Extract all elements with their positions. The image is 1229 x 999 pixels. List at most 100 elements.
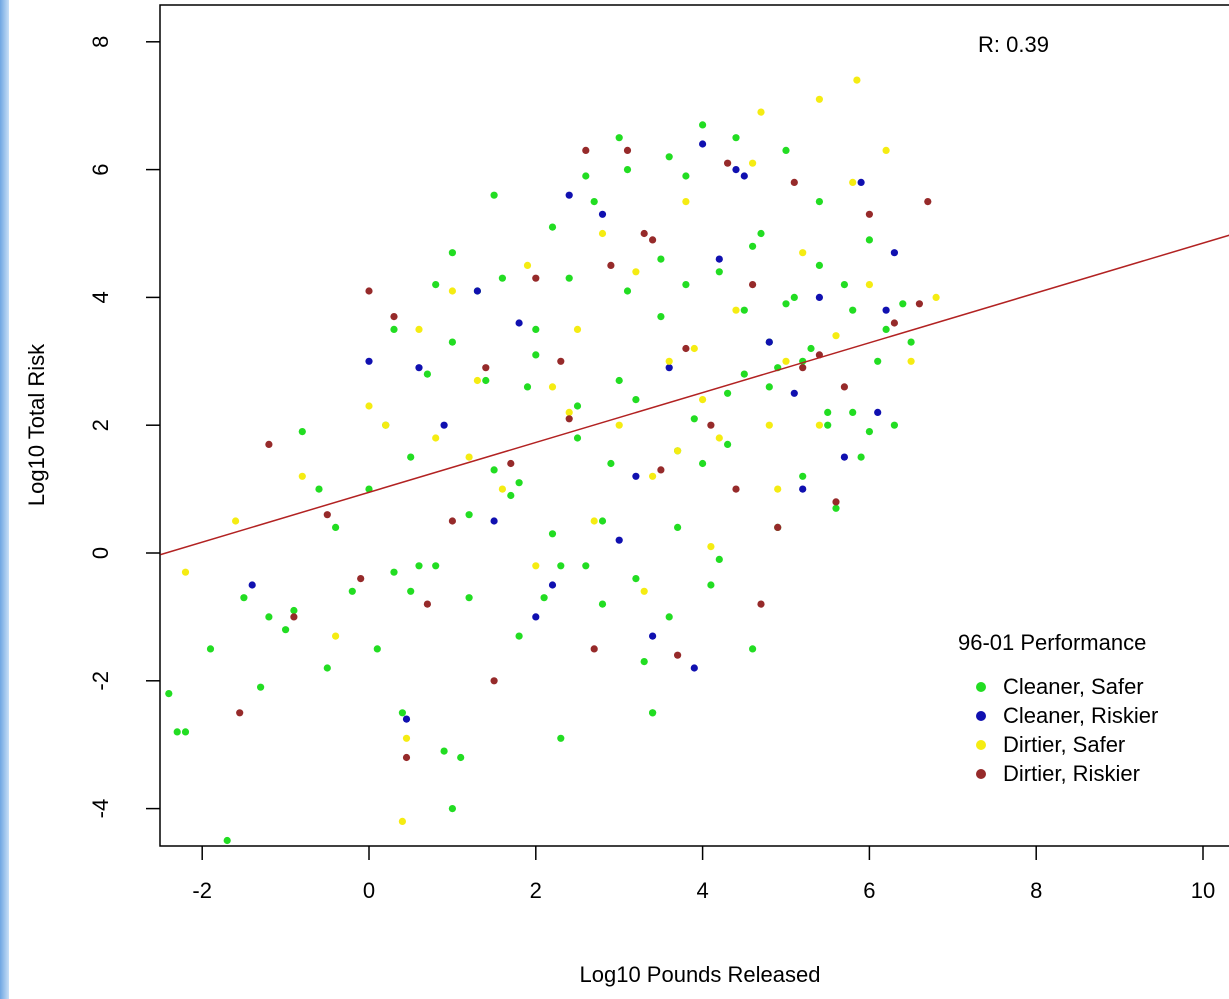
point-cleaner-safer	[407, 587, 415, 595]
point-dirtier-riskier	[582, 146, 590, 154]
point-cleaner-safer	[907, 338, 915, 346]
legend-marker	[976, 769, 986, 779]
point-cleaner-safer	[699, 459, 707, 468]
point-dirtier-safer	[532, 562, 540, 570]
point-cleaner-safer	[457, 753, 465, 762]
point-cleaner-safer	[874, 357, 882, 365]
legend-title: 96-01 Performance	[958, 630, 1146, 655]
point-cleaner-riskier	[882, 306, 890, 314]
point-cleaner-safer	[565, 274, 573, 282]
point-cleaner-safer	[390, 325, 398, 333]
point-dirtier-safer	[432, 434, 440, 442]
point-cleaner-safer	[690, 415, 698, 423]
point-cleaner-safer	[615, 376, 623, 385]
x-tick-label: -2	[192, 878, 212, 903]
point-cleaner-safer	[732, 134, 740, 142]
point-dirtier-riskier	[924, 198, 932, 206]
point-dirtier-safer	[865, 281, 874, 289]
point-cleaner-safer	[348, 587, 356, 595]
x-tick-label: 6	[863, 878, 875, 903]
point-cleaner-safer	[865, 428, 874, 436]
point-dirtier-safer	[632, 268, 640, 276]
point-cleaner-safer	[440, 747, 448, 755]
y-tick-label: -2	[88, 671, 113, 691]
point-dirtier-safer	[181, 568, 190, 576]
point-cleaner-safer	[623, 287, 632, 295]
x-axis: -2 0 2 4 6 8 10	[192, 846, 1215, 903]
point-cleaner-safer	[181, 728, 190, 736]
point-cleaner-safer	[782, 300, 790, 308]
point-cleaner-riskier	[632, 472, 640, 480]
point-cleaner-riskier	[732, 166, 740, 174]
point-cleaner-safer	[448, 249, 456, 257]
legend-label: Cleaner, Safer	[1003, 674, 1144, 699]
point-cleaner-safer	[323, 664, 331, 672]
point-dirtier-safer	[615, 421, 623, 429]
point-dirtier-riskier	[365, 287, 373, 295]
point-cleaner-safer	[757, 229, 765, 238]
point-cleaner-riskier	[402, 715, 411, 723]
point-dirtier-riskier	[532, 274, 540, 282]
point-cleaner-safer	[849, 408, 857, 416]
y-tick-label: 8	[88, 36, 113, 48]
point-cleaner-safer	[882, 325, 890, 333]
point-dirtier-riskier	[865, 210, 874, 218]
point-dirtier-safer	[565, 408, 573, 416]
point-dirtier-safer	[298, 472, 306, 480]
point-dirtier-riskier	[657, 466, 665, 474]
point-cleaner-safer	[465, 594, 473, 602]
legend-label: Dirtier, Safer	[1003, 732, 1125, 757]
point-cleaner-safer	[824, 408, 832, 416]
point-dirtier-safer	[699, 396, 707, 404]
point-cleaner-safer	[749, 645, 757, 653]
point-cleaner-safer	[840, 281, 849, 289]
point-cleaner-safer	[557, 562, 565, 570]
point-dirtier-safer	[548, 383, 557, 391]
point-cleaner-safer	[815, 261, 824, 269]
point-dirtier-safer	[640, 587, 648, 595]
point-dirtier-riskier	[290, 613, 298, 621]
point-cleaner-safer	[865, 236, 874, 244]
point-dirtier-safer	[448, 287, 456, 295]
point-cleaner-safer	[490, 191, 498, 199]
point-cleaner-safer	[582, 172, 590, 180]
point-cleaner-safer	[415, 562, 423, 570]
point-dirtier-safer	[332, 632, 340, 640]
point-dirtier-safer	[682, 198, 690, 206]
point-dirtier-safer	[757, 108, 765, 116]
x-tick-label: 4	[696, 878, 708, 903]
legend-marker	[976, 682, 986, 692]
point-cleaner-safer	[223, 836, 231, 845]
point-cleaner-safer	[815, 198, 824, 206]
point-dirtier-riskier	[724, 159, 732, 167]
point-cleaner-safer	[298, 428, 306, 436]
point-dirtier-riskier	[749, 281, 757, 289]
point-dirtier-riskier	[590, 645, 598, 653]
plot-area	[159, 4, 1229, 847]
point-dirtier-riskier	[799, 364, 807, 372]
point-cleaner-safer	[532, 325, 540, 333]
point-cleaner-riskier	[598, 210, 607, 218]
point-dirtier-safer	[382, 421, 390, 429]
point-cleaner-safer	[465, 511, 473, 519]
point-cleaner-riskier	[874, 408, 882, 416]
point-dirtier-safer	[573, 325, 582, 333]
point-dirtier-safer	[715, 434, 723, 442]
point-dirtier-riskier	[707, 421, 715, 429]
point-cleaner-safer	[373, 645, 381, 653]
point-dirtier-riskier	[915, 300, 924, 308]
point-dirtier-riskier	[682, 344, 690, 353]
point-dirtier-safer	[523, 261, 532, 269]
point-cleaner-safer	[590, 198, 598, 206]
point-cleaner-safer	[432, 281, 440, 289]
point-dirtier-safer	[398, 817, 406, 826]
point-cleaner-riskier	[440, 421, 448, 429]
point-dirtier-riskier	[490, 677, 498, 685]
point-dirtier-safer	[765, 421, 773, 429]
point-cleaner-safer	[257, 683, 265, 691]
point-cleaner-safer	[799, 472, 807, 480]
point-cleaner-safer	[790, 293, 798, 301]
point-dirtier-safer	[465, 453, 473, 461]
point-cleaner-safer	[557, 734, 565, 742]
point-cleaner-safer	[448, 338, 456, 346]
